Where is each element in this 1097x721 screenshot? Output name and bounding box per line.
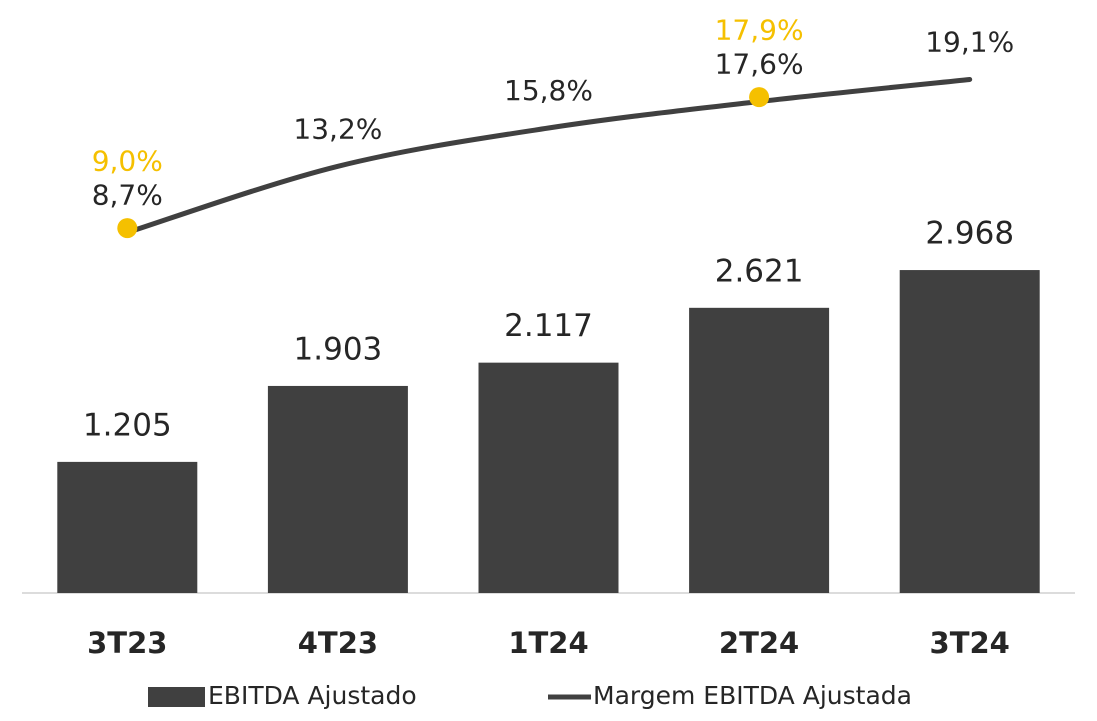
legend-label: Margem EBITDA Ajustada [593, 681, 912, 710]
bar-value-label: 2.968 [925, 216, 1014, 252]
marker-value-label: 9,0% [92, 144, 163, 177]
legend-label: EBITDA Ajustado [208, 681, 417, 710]
legend-swatch [148, 687, 205, 707]
bar [478, 362, 619, 593]
marker [749, 87, 770, 108]
line-value-label: 19,1% [925, 25, 1014, 58]
bar-value-label: 2.621 [715, 253, 804, 289]
marker [117, 218, 138, 239]
x-tick-label: 4T23 [298, 626, 378, 660]
line-value-label: 15,8% [504, 74, 593, 107]
line [124, 76, 973, 235]
x-tick-label: 2T24 [719, 626, 799, 660]
bar [57, 461, 198, 593]
bar-value-label: 2.117 [504, 308, 593, 344]
line-value-label: 8,7% [92, 178, 163, 211]
bar [267, 385, 408, 593]
bar-value-label: 1.205 [83, 407, 172, 443]
x-tick-label: 1T24 [508, 626, 588, 660]
line-value-label: 13,2% [293, 112, 382, 145]
bar [899, 270, 1040, 593]
x-tick-label: 3T23 [87, 626, 167, 660]
bar-value-label: 1.903 [294, 331, 383, 367]
line-value-label: 17,6% [715, 48, 804, 81]
bar [689, 307, 830, 593]
x-tick-label: 3T24 [930, 626, 1010, 660]
marker-value-label: 17,9% [715, 14, 804, 47]
